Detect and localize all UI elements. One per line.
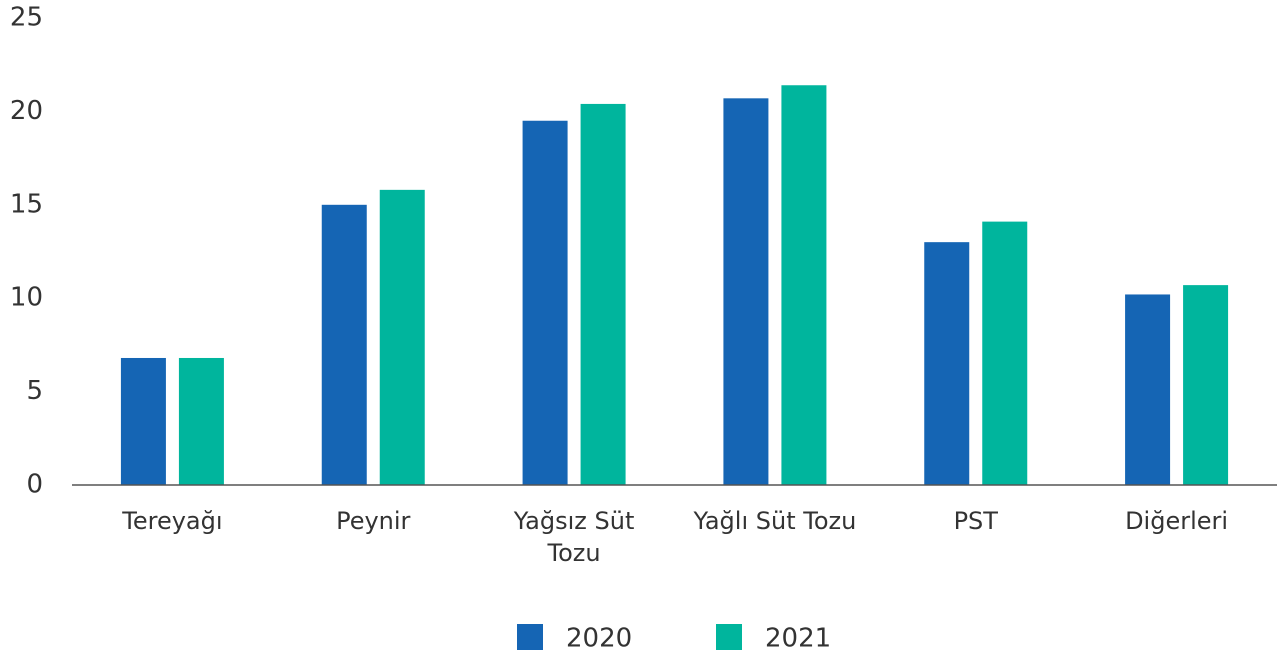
bar	[379, 189, 425, 485]
legend-swatch	[716, 624, 742, 650]
x-tick-label: Yağsız Süt Tozu	[513, 507, 635, 567]
y-tick-label: 0	[26, 470, 43, 500]
bar	[178, 357, 224, 485]
bar	[982, 221, 1028, 485]
x-tick-label: Yağlı Süt Tozu	[693, 507, 857, 535]
bar	[580, 103, 626, 485]
y-tick-label: 5	[26, 376, 43, 406]
legend-label: 2020	[566, 624, 632, 654]
x-tick-label: Tereyağı	[122, 507, 223, 535]
x-tick-label: Diğerleri	[1125, 507, 1229, 535]
legend-label: 2021	[765, 624, 831, 654]
bar	[321, 204, 367, 486]
x-tick-label: Peynir	[336, 507, 411, 535]
y-tick-label: 10	[10, 283, 43, 313]
legend-swatch	[517, 624, 543, 650]
bar	[723, 98, 769, 485]
y-tick-label: 15	[10, 189, 43, 219]
bar	[1183, 285, 1229, 485]
x-tick-label: PST	[953, 507, 998, 535]
y-tick-label: 20	[10, 96, 43, 126]
bar	[522, 120, 568, 486]
y-tick-label: 25	[10, 3, 43, 33]
bar	[924, 242, 970, 485]
bar	[781, 85, 827, 486]
bar	[120, 357, 166, 485]
bar	[1125, 294, 1171, 485]
